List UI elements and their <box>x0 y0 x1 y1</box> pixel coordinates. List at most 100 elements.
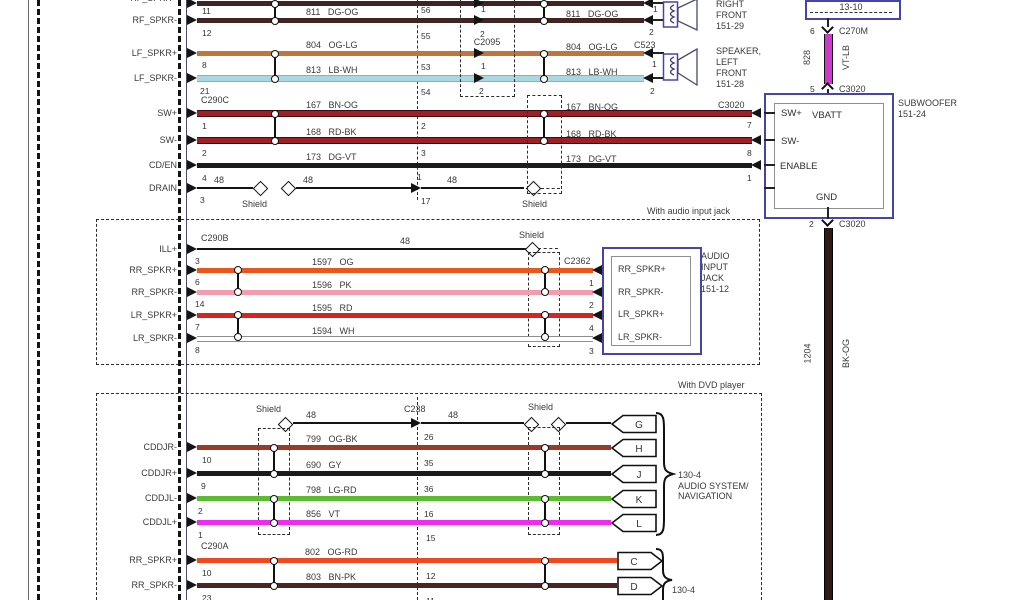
pin-label-rr-spkr-plus: RR_SPKR+ <box>129 265 177 275</box>
twisted-pair-icon <box>540 0 548 8</box>
wire-color: VT-LB <box>841 44 852 71</box>
wire-828-vt-lb <box>824 34 833 84</box>
pin-number: 16 <box>424 509 434 519</box>
wire-label: 811 DG-OG <box>566 9 619 19</box>
twisted-pair-icon <box>541 582 549 590</box>
wire-rr-spkr-minus-dvd <box>197 583 617 588</box>
subwoofer-ref: 151-24 <box>898 109 927 119</box>
pin-label-rf-spkr-minus: RF_SPKR- <box>132 15 177 25</box>
pin-number: 5 <box>810 84 815 94</box>
left-module-dashed-line <box>37 0 40 600</box>
arrow-right-icon <box>187 0 197 8</box>
wire-rr-spkr-plus <box>197 268 593 273</box>
shield-dashed-link <box>538 248 558 249</box>
arrow-right-icon <box>187 108 197 118</box>
pin-number: 3 <box>421 148 426 158</box>
arrow-right-icon <box>187 15 197 25</box>
pin-number: 11 <box>202 6 211 16</box>
wire-drain <box>296 187 415 189</box>
pin-label-rr-spkr-minus: RR_SPKR- <box>131 287 177 297</box>
twisted-pair-icon <box>270 582 278 590</box>
connector-label-c2095: C2095 <box>473 37 501 47</box>
shield-diamond-icon <box>280 180 297 197</box>
subwoofer-pin-vbatt: VBATT <box>812 110 842 121</box>
twisted-pair-line <box>544 450 546 471</box>
pin-number: 12 <box>202 28 212 38</box>
wire-shield-48 <box>293 422 415 424</box>
pin-label-cddjl-minus: CDDJL- <box>144 493 177 503</box>
wire-stub <box>653 52 664 54</box>
wire-label: 690 GY <box>306 460 342 470</box>
pin-stub <box>764 112 775 114</box>
arrow-right-icon <box>474 15 484 25</box>
component-13-10-label: 13-10 <box>839 2 863 12</box>
jack-pin-label: RR_SPKR+ <box>618 264 666 274</box>
wire-label: 168 RD-BK <box>566 129 617 139</box>
speaker-left-front-icon <box>662 47 698 87</box>
pin-number: 2 <box>479 86 484 96</box>
twisted-pair-icon <box>270 519 278 527</box>
arrow-right-icon <box>187 493 197 503</box>
arrow-left-icon <box>643 15 653 25</box>
svg-text:H: H <box>635 444 642 455</box>
subwoofer-pin-enable: ENABLE <box>780 161 818 172</box>
wire-cddjl-minus <box>197 496 611 501</box>
arrow-right-icon <box>187 517 197 527</box>
pin-label-ill-plus: ILL+ <box>159 244 177 254</box>
pin-label-lf-spkr-minus: LF_SPKR- <box>133 73 177 83</box>
terminal-d-box: D <box>617 576 664 596</box>
pin-label-lr-spkr-minus: LR_SPKR- <box>132 333 177 343</box>
twisted-pair-line <box>543 116 545 137</box>
wire-rr-spkr-minus <box>197 290 593 295</box>
jack-pin-label: LR_SPKR+ <box>618 309 665 319</box>
inline-connector-dashed-line <box>417 0 418 200</box>
twisted-pair-line <box>237 317 239 337</box>
pin-number: 8 <box>195 345 200 355</box>
inner-dashed-line <box>810 12 892 13</box>
wire-label: 1596 PK <box>312 280 352 290</box>
pin-number: 3 <box>200 195 205 205</box>
audio-jack-inner-box <box>611 256 691 346</box>
pin-label-lr-spkr-plus: LR_SPKR+ <box>130 310 177 320</box>
wire-1204-bk-og <box>824 228 833 600</box>
pin-number: 26 <box>424 432 434 442</box>
arrow-right-icon <box>474 0 484 8</box>
pin-label-sw-minus: SW- <box>159 135 177 145</box>
twisted-pair-icon <box>271 110 279 118</box>
shield-label: Shield <box>519 230 545 240</box>
pin-number: 1 <box>747 173 752 183</box>
twisted-pair-icon <box>541 557 549 565</box>
twisted-pair-icon <box>234 266 242 274</box>
component-13-10-box <box>805 0 901 20</box>
wire-cd-en <box>197 163 752 168</box>
subwoofer-title: SUBWOOFER <box>898 98 958 108</box>
pin-number: 55 <box>421 31 431 41</box>
wire-label: 1597 OG <box>312 257 354 267</box>
arrow-right-icon <box>187 160 197 170</box>
wire-shield-48 <box>421 422 524 424</box>
twisted-pair-icon <box>540 17 548 25</box>
wire-drain <box>421 187 524 189</box>
pin-number: 8 <box>747 148 752 158</box>
speaker-right-ref: 151-29 <box>716 21 745 31</box>
pin-label-cd-en: CD/EN <box>148 160 177 170</box>
wire-lf-spkr-plus <box>197 51 644 56</box>
twisted-pair-icon <box>541 266 549 274</box>
twisted-pair-icon <box>541 470 549 478</box>
terminal-g-box: G <box>610 414 657 434</box>
arrow-left-icon <box>643 0 653 8</box>
arrow-right-icon <box>187 265 197 275</box>
arrow-left-icon <box>751 135 761 145</box>
pin-number: 53 <box>421 62 431 72</box>
pin-number: 11 <box>426 596 435 600</box>
connector-c2095-box <box>460 0 515 97</box>
nav-ref-2: 130-4 <box>672 585 696 595</box>
pin-number: 6 <box>810 26 815 36</box>
pin-number: 36 <box>424 484 434 494</box>
arrow-right-icon <box>187 580 197 590</box>
arrow-right-icon <box>187 442 197 452</box>
svg-text:C: C <box>630 557 637 568</box>
shield-dashed-link <box>541 188 560 189</box>
shield-label: Shield <box>522 199 548 209</box>
